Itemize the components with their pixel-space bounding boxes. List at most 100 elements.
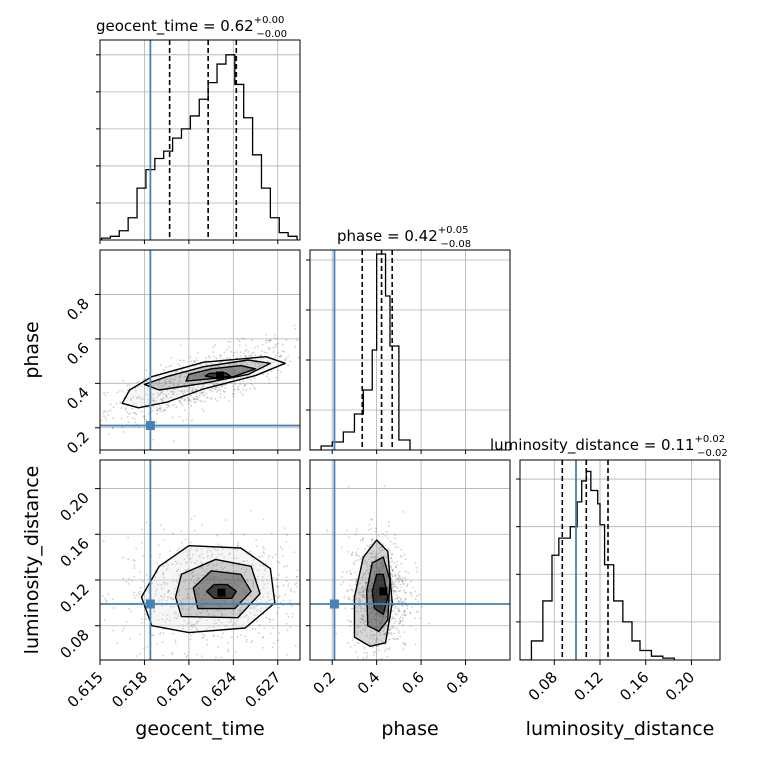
joint-phase-vs-geocent-time-sample	[217, 389, 220, 391]
joint-phase-vs-geocent-time-sample	[233, 371, 236, 374]
joint-phase-vs-geocent-time-sample	[228, 369, 231, 372]
joint-luminosity-distance-vs-phase-sample	[371, 581, 374, 584]
joint-luminosity-distance-vs-geocent-time-sample	[237, 576, 239, 579]
joint-luminosity-distance-vs-geocent-time-sample	[215, 556, 218, 559]
joint-phase-vs-geocent-time-sample	[103, 410, 106, 412]
joint-luminosity-distance-vs-phase-sample	[385, 609, 387, 612]
joint-phase-vs-geocent-time-sample	[185, 389, 188, 392]
joint-luminosity-distance-vs-phase-sample	[377, 618, 380, 621]
joint-luminosity-distance-vs-phase-sample	[379, 622, 382, 625]
title-geocent-time-minus: −0.00	[256, 29, 287, 40]
joint-phase-vs-geocent-time-sample	[163, 408, 166, 411]
joint-phase-vs-geocent-time-sample	[194, 374, 197, 377]
joint-luminosity-distance-vs-phase-sample	[396, 613, 399, 616]
joint-luminosity-distance-vs-phase-sample	[368, 637, 371, 639]
joint-phase-vs-geocent-time-sample	[162, 385, 164, 387]
joint-luminosity-distance-vs-phase-sample	[355, 606, 358, 609]
joint-phase-vs-geocent-time-sample	[169, 382, 172, 385]
joint-luminosity-distance-vs-geocent-time-sample	[186, 654, 189, 657]
joint-phase-vs-geocent-time-sample	[244, 383, 247, 386]
joint-luminosity-distance-vs-phase-sample	[379, 565, 382, 568]
joint-luminosity-distance-vs-phase-sample	[363, 607, 365, 610]
joint-phase-vs-geocent-time-sample	[287, 355, 290, 358]
joint-luminosity-distance-vs-geocent-time-sample	[229, 582, 232, 585]
joint-phase-vs-geocent-time-sample	[245, 367, 248, 370]
joint-luminosity-distance-vs-geocent-time-sample	[125, 621, 128, 623]
joint-phase-vs-geocent-time-sample	[104, 417, 107, 419]
joint-phase-vs-geocent-time-sample	[208, 382, 211, 385]
joint-luminosity-distance-vs-phase-sample	[373, 573, 376, 575]
joint-luminosity-distance-vs-geocent-time-sample	[173, 617, 176, 619]
joint-luminosity-distance-vs-geocent-time-sample	[251, 628, 254, 630]
joint-luminosity-distance-vs-phase-sample	[355, 553, 358, 556]
joint-phase-vs-geocent-time-sample	[174, 371, 177, 374]
joint-luminosity-distance-vs-phase-sample	[351, 639, 354, 641]
joint-luminosity-distance-vs-phase-sample	[411, 606, 414, 609]
joint-luminosity-distance-vs-geocent-time-sample	[282, 584, 285, 587]
joint-phase-vs-geocent-time-sample	[204, 372, 207, 374]
joint-luminosity-distance-vs-phase-sample	[369, 607, 372, 610]
joint-luminosity-distance-vs-geocent-time-sample	[167, 596, 169, 599]
joint-luminosity-distance-vs-geocent-time-sample	[199, 617, 202, 620]
joint-luminosity-distance-vs-geocent-time-sample	[290, 605, 293, 607]
joint-luminosity-distance-vs-geocent-time-sample	[223, 555, 226, 558]
joint-phase-vs-geocent-time-sample	[245, 363, 248, 366]
joint-phase-vs-geocent-time-sample	[241, 369, 244, 372]
joint-luminosity-distance-vs-phase-sample	[381, 548, 384, 551]
joint-phase-vs-geocent-time-sample	[210, 398, 213, 401]
joint-luminosity-distance-vs-phase-contour-1	[371, 573, 389, 615]
joint-phase-vs-geocent-time-sample	[232, 351, 235, 354]
joint-phase-vs-geocent-time-sample	[211, 387, 214, 390]
joint-phase-vs-geocent-time-sample	[174, 388, 177, 391]
joint-phase-vs-geocent-time-sample	[227, 400, 230, 402]
joint-phase-vs-geocent-time-sample	[172, 388, 175, 391]
joint-phase-vs-geocent-time-sample	[172, 383, 175, 386]
joint-phase-vs-geocent-time-sample	[239, 383, 242, 386]
joint-phase-vs-geocent-time-sample	[191, 374, 194, 377]
joint-luminosity-distance-vs-phase-sample	[399, 616, 402, 619]
joint-luminosity-distance-vs-geocent-time-sample	[196, 653, 198, 656]
joint-luminosity-distance-vs-geocent-time-sample	[64, 636, 66, 638]
joint-phase-vs-geocent-time-sample	[160, 406, 163, 409]
joint-phase-vs-geocent-time-sample	[196, 370, 199, 372]
xtick-label-luminosity-distance-1: 0.12	[570, 668, 606, 704]
joint-phase-vs-geocent-time-sample	[126, 384, 129, 387]
joint-luminosity-distance-vs-phase-sample	[368, 622, 370, 624]
joint-phase-vs-geocent-time-sample	[202, 385, 205, 388]
joint-luminosity-distance-vs-phase-sample	[415, 628, 417, 631]
joint-luminosity-distance-vs-phase-sample	[354, 571, 357, 574]
joint-luminosity-distance-vs-geocent-time-sample	[268, 621, 271, 624]
joint-luminosity-distance-vs-phase-sample	[354, 597, 357, 600]
joint-phase-vs-geocent-time-sample	[170, 357, 173, 360]
joint-luminosity-distance-vs-geocent-time-sample	[236, 585, 239, 588]
joint-luminosity-distance-vs-geocent-time-sample	[263, 552, 266, 555]
joint-luminosity-distance-vs-phase-sample	[382, 543, 384, 546]
joint-phase-vs-geocent-time-sample	[173, 378, 176, 381]
joint-luminosity-distance-vs-phase-sample	[380, 549, 383, 552]
joint-luminosity-distance-vs-phase-sample	[347, 596, 350, 599]
joint-phase-vs-geocent-time-sample	[273, 333, 276, 336]
joint-luminosity-distance-vs-phase-sample	[373, 654, 375, 657]
joint-phase-vs-geocent-time-sample	[144, 393, 147, 396]
hist-phase-step	[310, 253, 411, 450]
xtick-label-luminosity-distance-2: 0.16	[616, 668, 652, 704]
joint-phase-vs-geocent-time-sample	[187, 403, 190, 405]
joint-phase-vs-geocent-time-sample	[103, 391, 106, 394]
joint-luminosity-distance-vs-phase-sample	[410, 594, 413, 597]
joint-luminosity-distance-vs-phase-sample	[364, 621, 367, 623]
joint-luminosity-distance-vs-phase-sample	[353, 563, 355, 566]
joint-luminosity-distance-vs-geocent-time-sample	[232, 600, 235, 603]
joint-phase-vs-geocent-time-sample	[194, 365, 197, 367]
joint-phase-vs-geocent-time-sample	[209, 389, 212, 392]
joint-luminosity-distance-vs-geocent-time-sample	[195, 580, 198, 582]
joint-luminosity-distance-vs-phase-sample	[391, 575, 394, 577]
joint-phase-vs-geocent-time-sample	[253, 386, 255, 389]
joint-phase-vs-geocent-time-sample	[199, 374, 202, 377]
joint-phase-vs-geocent-time-sample	[311, 336, 313, 338]
joint-phase-vs-geocent-time-sample	[162, 396, 165, 399]
joint-luminosity-distance-vs-geocent-time-sample	[212, 626, 215, 628]
joint-luminosity-distance-vs-geocent-time-sample	[286, 565, 289, 567]
hist-geocent-time-plot-area	[100, 40, 300, 240]
joint-luminosity-distance-vs-phase-sample	[404, 643, 406, 646]
joint-phase-vs-geocent-time-sample	[265, 339, 268, 342]
